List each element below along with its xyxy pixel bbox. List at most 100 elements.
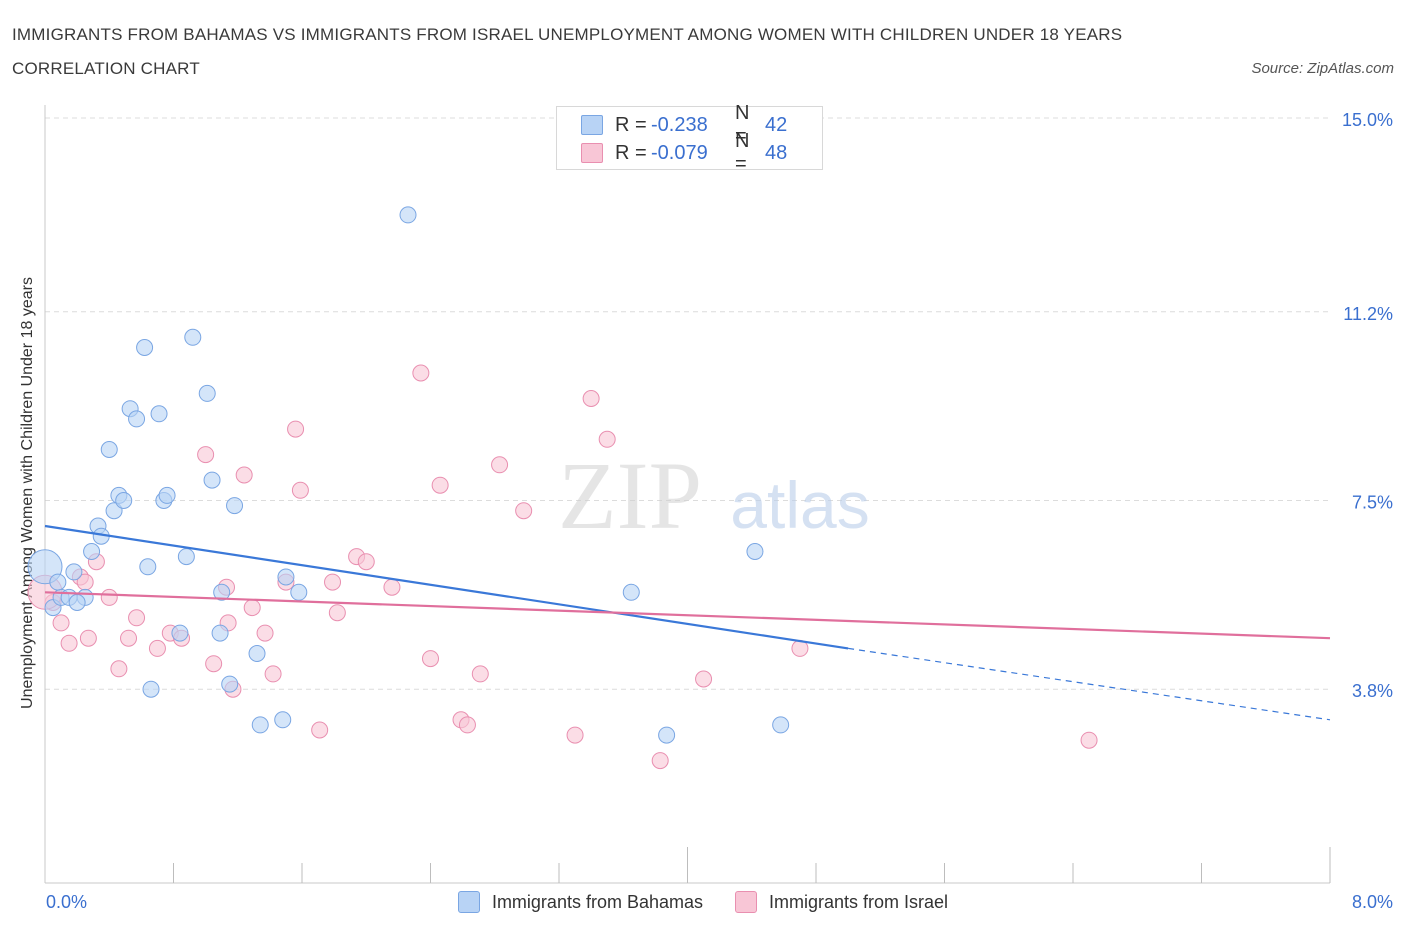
data-point xyxy=(772,716,790,734)
series-legend-swatch-bahamas xyxy=(457,891,480,913)
data-point xyxy=(213,583,231,601)
trend-lines xyxy=(44,524,1331,721)
data-point xyxy=(100,588,118,606)
data-point xyxy=(171,624,189,642)
data-point xyxy=(651,752,669,770)
data-point xyxy=(136,339,154,356)
legend-row-bahamas: R = -0.238 N = 42 xyxy=(581,102,788,147)
legend-r-label: R = xyxy=(615,113,647,136)
legend-n-label: N = xyxy=(735,102,750,147)
y-tick-label: 3.8% xyxy=(1352,681,1393,701)
data-point xyxy=(515,502,533,520)
y-tick-label: 11.2% xyxy=(1343,304,1393,324)
data-point xyxy=(251,716,269,734)
series-israel-points xyxy=(27,364,1098,770)
source-label: Source: ZipAtlas.com xyxy=(1251,60,1394,77)
data-point xyxy=(60,634,78,652)
series-legend: Immigrants from Bahamas Immigrants from … xyxy=(0,887,1406,917)
data-point xyxy=(52,614,70,632)
data-point xyxy=(290,583,308,601)
legend-n-value: 42 xyxy=(765,113,788,136)
data-point xyxy=(235,466,253,484)
data-point xyxy=(128,609,146,627)
data-point xyxy=(221,675,239,693)
data-point xyxy=(598,430,616,448)
x-tick-label: 0.0% xyxy=(46,892,87,912)
series-legend-item-bahamas: Immigrants from Bahamas xyxy=(457,891,703,913)
data-point xyxy=(68,594,86,611)
y-tick-label: 15.0% xyxy=(1342,110,1393,130)
data-point xyxy=(471,665,489,683)
legend-r-label: R = xyxy=(615,141,647,164)
data-point xyxy=(357,553,375,571)
data-point xyxy=(248,645,266,662)
data-point xyxy=(49,573,67,591)
data-point xyxy=(158,486,176,504)
data-point xyxy=(243,599,261,617)
watermark-atlas: atlas xyxy=(730,468,869,542)
tick-labels: 3.8% 7.5% 11.2% 15.0% 0.0% 8.0% xyxy=(46,110,1393,912)
data-point xyxy=(383,578,401,596)
x-tick-label: 8.0% xyxy=(1352,892,1393,912)
data-point xyxy=(277,568,295,586)
legend-row-israel: R = -0.079 N = 48 xyxy=(581,130,788,175)
data-point xyxy=(139,558,157,576)
watermark: ZIP atlas xyxy=(558,442,870,549)
data-point xyxy=(695,670,713,688)
data-point xyxy=(142,680,160,698)
data-point xyxy=(412,364,430,382)
axes xyxy=(44,105,1331,884)
data-point xyxy=(115,492,133,509)
data-point xyxy=(79,629,97,647)
data-point xyxy=(431,476,449,494)
data-point xyxy=(328,604,346,622)
data-point xyxy=(291,481,309,499)
data-point xyxy=(422,650,439,668)
legend-swatch-israel xyxy=(581,143,603,163)
series-legend-swatch-israel xyxy=(735,891,757,913)
data-point xyxy=(211,624,229,642)
data-point xyxy=(65,563,83,581)
chart-title: IMMIGRANTS FROM BAHAMAS VS IMMIGRANTS FR… xyxy=(12,25,1123,78)
series-legend-label-bahamas: Immigrants from Bahamas xyxy=(491,891,703,912)
gridlines xyxy=(45,117,1330,690)
data-point xyxy=(622,583,640,601)
data-point xyxy=(658,726,676,744)
trend-line-bahamas-extension xyxy=(848,647,1331,721)
data-point xyxy=(110,660,128,678)
data-point xyxy=(458,716,476,734)
legend-r-value: -0.238 xyxy=(651,113,708,136)
data-point xyxy=(83,543,101,560)
data-point xyxy=(177,548,195,566)
data-point xyxy=(197,446,215,464)
data-point xyxy=(120,629,138,647)
data-point xyxy=(311,721,329,739)
data-point xyxy=(148,639,166,657)
data-point xyxy=(582,390,600,407)
y-tick-label: 7.5% xyxy=(1352,493,1393,513)
data-point xyxy=(1080,731,1098,749)
data-point xyxy=(287,420,305,438)
legend-swatch-bahamas xyxy=(581,115,603,135)
watermark-zip: ZIP xyxy=(558,442,702,549)
legend-r-value: -0.079 xyxy=(651,141,708,164)
legend-n-value: 48 xyxy=(765,141,788,164)
data-point xyxy=(203,471,221,489)
series-legend-label-israel: Immigrants from Israel xyxy=(769,891,949,912)
trend-line-bahamas xyxy=(44,524,849,650)
data-point xyxy=(128,410,146,428)
data-point xyxy=(226,497,244,515)
data-point xyxy=(100,441,118,458)
data-point xyxy=(184,328,202,346)
data-point xyxy=(399,206,417,224)
series-legend-item-israel: Immigrants from Israel xyxy=(735,891,948,913)
data-point xyxy=(205,655,223,673)
correlation-legend: R = -0.238 N = 42 R = -0.079 N = 48 xyxy=(556,102,823,175)
data-point xyxy=(566,726,584,744)
data-point xyxy=(264,665,282,683)
data-point xyxy=(198,384,216,402)
data-point xyxy=(746,543,764,560)
data-point xyxy=(150,405,168,423)
trend-line-israel xyxy=(44,591,1331,640)
